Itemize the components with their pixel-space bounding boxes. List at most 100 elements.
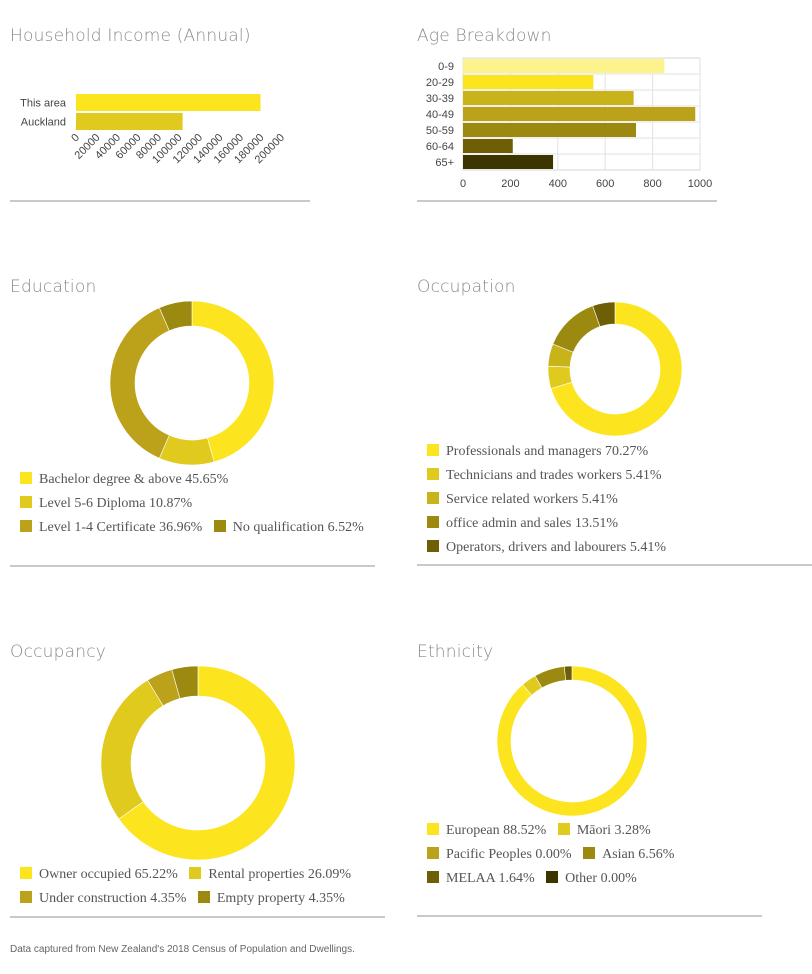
legend-swatch: [427, 871, 439, 883]
ethnicity-divider: [417, 915, 762, 917]
ethnicity-panel: Ethnicity European 88.52% Māori 3.28% Pa…: [417, 642, 777, 922]
age-bar: [463, 107, 696, 121]
age-bar: [463, 59, 665, 73]
age-tick-label: 800: [643, 178, 661, 190]
age-tick-label: 400: [549, 178, 567, 190]
legend-label: Service related workers: [446, 492, 579, 507]
legend-label: Empty property: [216, 891, 306, 906]
education-donut: [109, 300, 275, 466]
education-panel: Education Bachelor degree & above 45.65%…: [10, 277, 380, 569]
age-tick-label: 600: [596, 178, 614, 190]
age-category-label: 40-49: [426, 109, 454, 121]
occupation-panel: Occupation Professionals and managers 70…: [417, 277, 812, 569]
age-tick-label: 1000: [688, 178, 712, 190]
occupancy-donut: [100, 665, 296, 861]
legend-item: Pacific Peoples 0.00%: [427, 843, 572, 867]
legend-item: Bachelor degree & above 45.65%: [20, 468, 228, 492]
legend-label: European: [446, 823, 500, 838]
age-bar: [463, 123, 637, 137]
income-bar: [76, 94, 261, 111]
legend-item: Under construction 4.35%: [20, 887, 186, 911]
occupation-title: Occupation: [417, 277, 516, 297]
legend-swatch: [20, 891, 32, 903]
legend-label: Technicians and trades workers: [446, 468, 622, 483]
education-title: Education: [10, 277, 97, 297]
legend-label: Level 5-6 Diploma: [39, 496, 146, 511]
ethnicity-donut: [496, 665, 648, 817]
education-slice: [191, 300, 275, 463]
legend-value: 1.64%: [498, 871, 535, 886]
legend-value: 6.56%: [638, 847, 675, 862]
legend-swatch: [189, 867, 202, 879]
legend-value: 4.35%: [308, 891, 345, 906]
occupancy-legend: Owner occupied 65.22% Rental properties …: [20, 863, 359, 911]
legend-label: Owner occupied: [39, 867, 132, 882]
age-bar: [463, 139, 513, 153]
ethnicity-title: Ethnicity: [417, 642, 494, 662]
income-category-label: This area: [20, 98, 67, 110]
income-divider: [10, 200, 310, 202]
occupancy-divider: [10, 916, 385, 918]
legend-label: Professionals and managers: [446, 444, 602, 459]
occupation-legend: Professionals and managers 70.27% Techni…: [427, 440, 674, 560]
legend-swatch: [427, 492, 439, 504]
legend-item: No qualification 6.52%: [213, 516, 364, 540]
legend-swatch: [427, 444, 439, 456]
income-title: Household Income (Annual): [10, 26, 251, 46]
occupancy-slice: [118, 665, 296, 861]
legend-value: 0.00%: [535, 847, 572, 862]
age-bar: [463, 75, 594, 89]
age-category-label: 20-29: [426, 77, 454, 89]
legend-value: 13.51%: [574, 516, 618, 531]
occupation-slice: [592, 301, 616, 327]
legend-label: Operators, drivers and labourers: [446, 540, 627, 555]
occupancy-slice: [171, 665, 199, 699]
legend-label: Rental properties: [208, 867, 305, 882]
legend-value: 4.35%: [150, 891, 187, 906]
education-divider: [10, 565, 375, 567]
legend-label: Other: [565, 871, 598, 886]
legend-swatch: [197, 891, 210, 903]
legend-item: Service related workers 5.41%: [427, 488, 618, 512]
income-tick-label: 0: [69, 132, 82, 145]
legend-value: 88.52%: [503, 823, 547, 838]
legend-value: 5.41%: [581, 492, 618, 507]
legend-item: Professionals and managers 70.27%: [427, 440, 648, 464]
legend-item: Other 0.00%: [546, 867, 637, 891]
occupancy-panel: Occupancy Owner occupied 65.22% Rental p…: [10, 642, 390, 922]
age-tick-label: 0: [460, 178, 466, 190]
legend-label: No qualification: [232, 520, 325, 535]
legend-swatch: [20, 472, 32, 484]
legend-swatch: [583, 847, 596, 859]
legend-value: 36.96%: [159, 520, 203, 535]
legend-label: Pacific Peoples: [446, 847, 532, 862]
legend-item: Asian 6.56%: [583, 843, 674, 867]
legend-swatch: [546, 871, 559, 883]
legend-swatch: [20, 496, 32, 508]
income-chart: This areaAuckland02000040000600008000010…: [20, 94, 287, 166]
age-category-label: 0-9: [438, 61, 454, 73]
legend-swatch: [213, 520, 226, 532]
legend-item: MELAA 1.64%: [427, 867, 535, 891]
legend-swatch: [20, 520, 32, 532]
age-bar: [463, 91, 634, 105]
education-slice: [109, 307, 170, 459]
income-panel: Household Income (Annual) This area Auckl…: [10, 26, 310, 206]
legend-value: 5.41%: [629, 540, 667, 555]
age-category-label: 65+: [435, 157, 454, 169]
legend-item: Level 5-6 Diploma 10.87%: [20, 492, 192, 516]
occupation-slice: [550, 301, 683, 437]
occupancy-slice: [100, 679, 164, 820]
legend-label: Under construction: [39, 891, 147, 906]
ethnicity-legend: European 88.52% Māori 3.28% Pacific Peop…: [427, 819, 682, 891]
legend-value: 5.41%: [625, 468, 662, 483]
age-divider: [417, 200, 717, 202]
age-category-label: 60-64: [426, 141, 454, 153]
legend-value: 70.27%: [605, 444, 649, 459]
income-category-label: Auckland: [21, 117, 66, 129]
legend-swatch: [427, 468, 439, 480]
age-bar: [463, 155, 554, 169]
legend-swatch: [20, 867, 32, 879]
age-category-label: 30-39: [426, 93, 454, 105]
footnote: Data captured from New Zealand's 2018 Ce…: [10, 944, 355, 955]
